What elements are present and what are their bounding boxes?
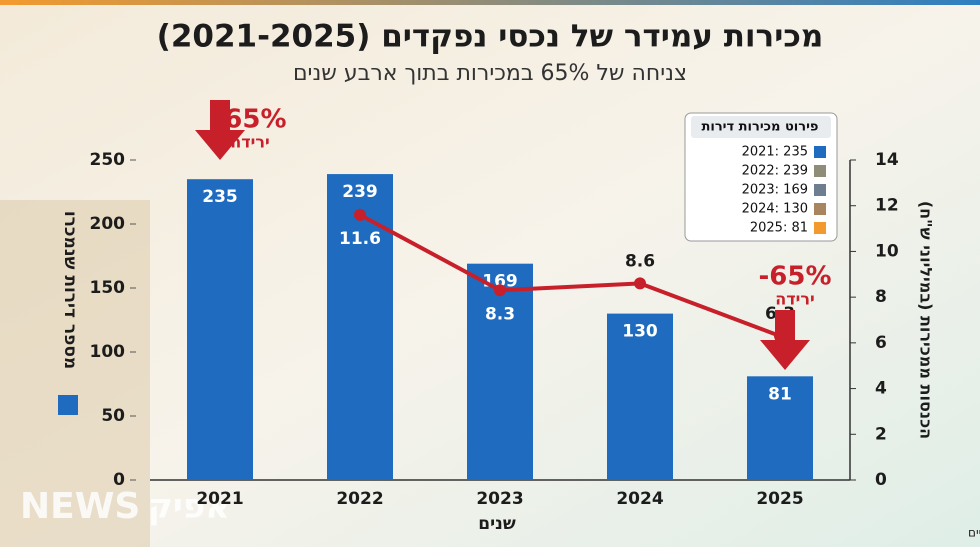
y-tick-label: 100: [90, 342, 126, 362]
bar-value-label: 130: [622, 322, 658, 342]
bar: [607, 313, 673, 480]
y-tick-label: 50: [101, 406, 125, 426]
top-strip: [0, 0, 980, 5]
y-tick-label: 150: [90, 278, 126, 298]
x-tick-label: 2024: [616, 489, 663, 509]
y2-tick-label: 10: [875, 241, 899, 261]
line-point: [354, 208, 366, 221]
y-tick-label: 250: [90, 150, 126, 170]
line: [359, 213, 781, 338]
line-point: [494, 284, 506, 297]
y-axis-swatch: [58, 395, 78, 415]
legend-entry: 2023: 169: [742, 183, 808, 198]
legend-swatch: [814, 184, 826, 196]
y2-tick-label: 12: [875, 196, 899, 216]
bar-value-label: 239: [342, 182, 378, 202]
legend-entry: 2022: 239: [742, 164, 808, 179]
x-tick-label: 2025: [756, 489, 803, 509]
city-image: [0, 200, 150, 547]
line-value-label: 8.6: [625, 251, 655, 271]
legend-box: [684, 112, 838, 242]
bar: [467, 263, 533, 480]
legend-entry: 2024: 130: [742, 202, 808, 217]
line-value-label: 11.6: [339, 229, 381, 249]
drop-arrow: [760, 310, 810, 370]
bar: [187, 179, 253, 480]
annotation-value: -65%: [213, 105, 286, 135]
legend-swatch: [814, 203, 826, 215]
legend-entry: 2025: 81: [750, 221, 808, 236]
subtitle: צניחה של 65% במכירות בתוך ארבע שנים: [293, 61, 687, 86]
y2-tick-label: 6: [875, 333, 887, 353]
logo-hebrew: אפיק: [148, 487, 230, 527]
y2-tick-label: 14: [875, 150, 899, 170]
line-point: [634, 277, 646, 290]
annotation-value: -65%: [758, 262, 831, 292]
annotation-text: ירידה: [775, 290, 814, 309]
title: מכירות עמידר של נכסי נפקדים (2021-2025): [157, 19, 824, 55]
bar-value-label: 235: [202, 187, 238, 207]
y-tick-label: 0: [113, 470, 125, 490]
legend-swatch: [814, 165, 826, 177]
y-tick-label: 200: [90, 214, 126, 234]
x-tick-label: 2021: [196, 489, 243, 509]
legend-title-bg: [691, 116, 831, 138]
y2-tick-label: 0: [875, 470, 887, 490]
legend-swatch: [814, 222, 826, 234]
y-axis-label: מספר דירות שנמכרו: [60, 211, 80, 369]
drop-arrow: [195, 100, 245, 160]
bar: [747, 376, 813, 480]
legend-swatch: [814, 146, 826, 158]
footnote: *הנתונים מבוססים על הבקשה ואינם מחויבים …: [968, 526, 980, 540]
y2-tick-label: 8: [875, 287, 887, 307]
logo-latin: NEWS: [20, 486, 140, 527]
annotation-text: ירידה: [230, 133, 269, 152]
x-tick-label: 2023: [476, 489, 523, 509]
legend-title: פירוט מכירות דירות: [702, 120, 819, 135]
legend: פירוט מכירות דירות 2021: 235 2022: 239 202…: [684, 112, 838, 242]
y2-axis-label: הכנסות ממכירות (במיליוני ש"ח): [917, 201, 936, 439]
line-value-label: 8.3: [485, 304, 515, 324]
y2-tick-label: 2: [875, 424, 887, 444]
legend-entry: 2021: 235: [742, 145, 808, 160]
bar-value-label: 81: [768, 384, 792, 404]
x-tick-label: 2022: [336, 489, 383, 509]
y2-tick-label: 4: [875, 379, 887, 399]
x-axis-label: שנים: [478, 514, 516, 534]
